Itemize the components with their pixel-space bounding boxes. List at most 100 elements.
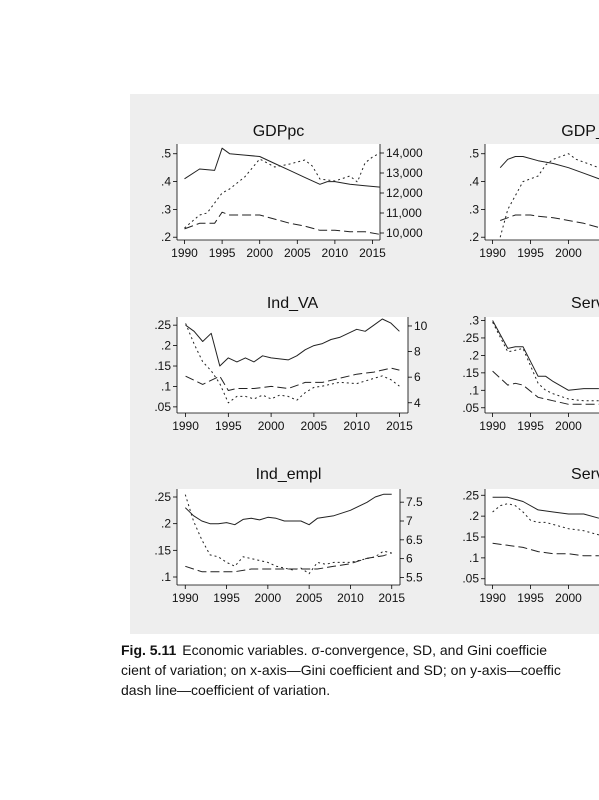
- y-tick-label-right: 7.5: [406, 495, 423, 509]
- y-tick-label-right: 14,000: [386, 146, 423, 160]
- y-tick-label-left: .15: [462, 530, 479, 544]
- chart-title: Serv: [571, 466, 599, 483]
- y-tick-label-left: .5: [161, 147, 171, 161]
- chart-3: Ind_VA .05 .1 .15 .2 .25 4 6 8 10 1990 1995 2000 2005…: [154, 295, 427, 433]
- y-tick-label-left: .05: [462, 572, 479, 586]
- x-tick-label: 2000: [258, 419, 285, 433]
- series-line-solid: [492, 320, 599, 391]
- y-tick-label-left: .05: [154, 400, 171, 414]
- y-tick-label-left: .1: [161, 570, 171, 584]
- plot-area: [177, 489, 400, 585]
- y-tick-label-left: .2: [469, 348, 479, 362]
- y-tick-label-right: 11,000: [386, 206, 422, 220]
- y-tick-label-right: 5.5: [406, 570, 423, 584]
- x-tick-label: 2000: [255, 591, 282, 605]
- y-tick-label-left: .25: [462, 488, 479, 502]
- y-tick-label-left: .05: [462, 401, 479, 415]
- series-line-dashed: [492, 370, 599, 405]
- chart-title: Serv: [571, 295, 599, 312]
- y-tick-label-right: 12,000: [386, 186, 423, 200]
- series-line-dashed: [500, 214, 599, 229]
- y-tick-label-left: .2: [161, 517, 171, 531]
- chart-title: Ind_empl: [256, 466, 322, 483]
- x-tick-label: 1990: [171, 246, 198, 260]
- y-tick-label-left: .15: [154, 359, 171, 373]
- caption-text-1: Economic variables. σ-convergence, SD, a…: [182, 642, 548, 658]
- series-line-solid: [184, 147, 381, 188]
- x-tick-label: 2000: [555, 591, 582, 605]
- plot-area: [177, 317, 408, 413]
- chart-title: Ind_VA: [267, 295, 319, 312]
- y-tick-label-right: 4: [414, 396, 421, 410]
- caption-line-3: dash line—coefficient of variation.: [121, 682, 331, 698]
- chart-4: Serv .05 .1 .15 .2 .25 .3 1990 1995 2000: [462, 295, 599, 433]
- x-tick-label: 2000: [555, 419, 582, 433]
- series-line-dashed: [185, 367, 400, 391]
- caption-line-1: Fig. 5.11 Economic variables. σ-convergen…: [121, 640, 591, 660]
- chart-6: Serv .05 .1 .15 .2 .25 1990 1995 2000: [462, 466, 599, 605]
- series-line-solid: [492, 496, 599, 519]
- y-tick-label-left: .1: [469, 383, 479, 397]
- y-tick-label-left: .15: [462, 366, 479, 380]
- x-tick-label: 1990: [479, 419, 506, 433]
- y-tick-label-right: 7: [406, 514, 413, 528]
- x-tick-label: 2005: [296, 591, 323, 605]
- caption-fig-label: Fig. 5.11: [121, 642, 177, 658]
- y-tick-label-left: .3: [469, 202, 479, 216]
- x-tick-label: 1995: [517, 591, 544, 605]
- y-tick-label-right: 13,000: [386, 166, 423, 180]
- x-tick-label: 1990: [172, 591, 199, 605]
- x-tick-label: 2015: [359, 246, 386, 260]
- y-tick-label-right: 10: [414, 319, 428, 333]
- y-tick-label-left: .2: [161, 230, 171, 244]
- y-tick-label-left: .3: [469, 313, 479, 327]
- x-tick-label: 2005: [284, 246, 311, 260]
- y-tick-label-left: .4: [469, 175, 479, 189]
- y-tick-label-left: .4: [161, 175, 171, 189]
- series-line-dotted: [185, 323, 400, 404]
- y-tick-label-right: 6.5: [406, 533, 423, 547]
- plot-area: [485, 489, 599, 585]
- x-tick-label: 2015: [378, 591, 405, 605]
- series-line-dotted: [499, 153, 599, 238]
- charts-figure: GDPpc .2 .3 .4 .5 10,000 11,000 12,000 13,000 14,…: [154, 123, 599, 605]
- y-tick-label-left: .1: [161, 379, 171, 393]
- series-line-dashed: [492, 542, 599, 557]
- x-tick-label: 2010: [343, 419, 370, 433]
- series-line-dotted: [184, 152, 381, 229]
- plot-area: [485, 317, 599, 413]
- chart-title: GDPpc: [253, 123, 305, 140]
- x-tick-label: 2015: [386, 419, 413, 433]
- y-tick-label-left: .3: [161, 202, 171, 216]
- y-tick-label-right: 6: [414, 370, 421, 384]
- y-tick-label-right: 6: [406, 552, 413, 566]
- series-line-solid: [185, 318, 400, 367]
- x-tick-label: 2000: [555, 246, 582, 260]
- series-line-dashed: [184, 211, 381, 235]
- y-tick-label-left: .25: [462, 331, 479, 345]
- series-line-dotted: [492, 503, 599, 536]
- series-line-solid: [499, 156, 599, 180]
- figure-caption: Fig. 5.11 Economic variables. σ-convergen…: [121, 640, 591, 700]
- x-tick-label: 2010: [337, 591, 364, 605]
- series-line-dotted: [184, 494, 392, 575]
- chart-2: GDP_e .2 .3 .4 .5 1990 1995 2000: [469, 123, 599, 260]
- x-tick-label: 1995: [215, 419, 242, 433]
- x-tick-label: 2000: [246, 246, 273, 260]
- y-tick-label-left: .25: [154, 490, 171, 504]
- series-line-solid: [184, 493, 392, 526]
- y-tick-label-left: .2: [161, 339, 171, 353]
- caption-line-2: cient of variation; on x-axis—Gini coeff…: [121, 662, 561, 678]
- plot-area: [177, 144, 380, 240]
- y-tick-label-right: 10,000: [386, 226, 423, 240]
- x-tick-label: 2005: [301, 419, 328, 433]
- chart-5: Ind_empl .1 .15 .2 .25 5.5 6 6.5 7 7.5 1990 1995 200…: [154, 466, 423, 605]
- plot-area: [485, 144, 599, 240]
- x-tick-label: 1995: [213, 591, 240, 605]
- x-tick-label: 2010: [322, 246, 349, 260]
- y-tick-label-left: .5: [469, 147, 479, 161]
- y-tick-label-left: .25: [154, 318, 171, 332]
- chart-title: GDP_e: [561, 123, 599, 140]
- y-tick-label-left: .2: [469, 509, 479, 523]
- x-tick-label: 1995: [517, 246, 544, 260]
